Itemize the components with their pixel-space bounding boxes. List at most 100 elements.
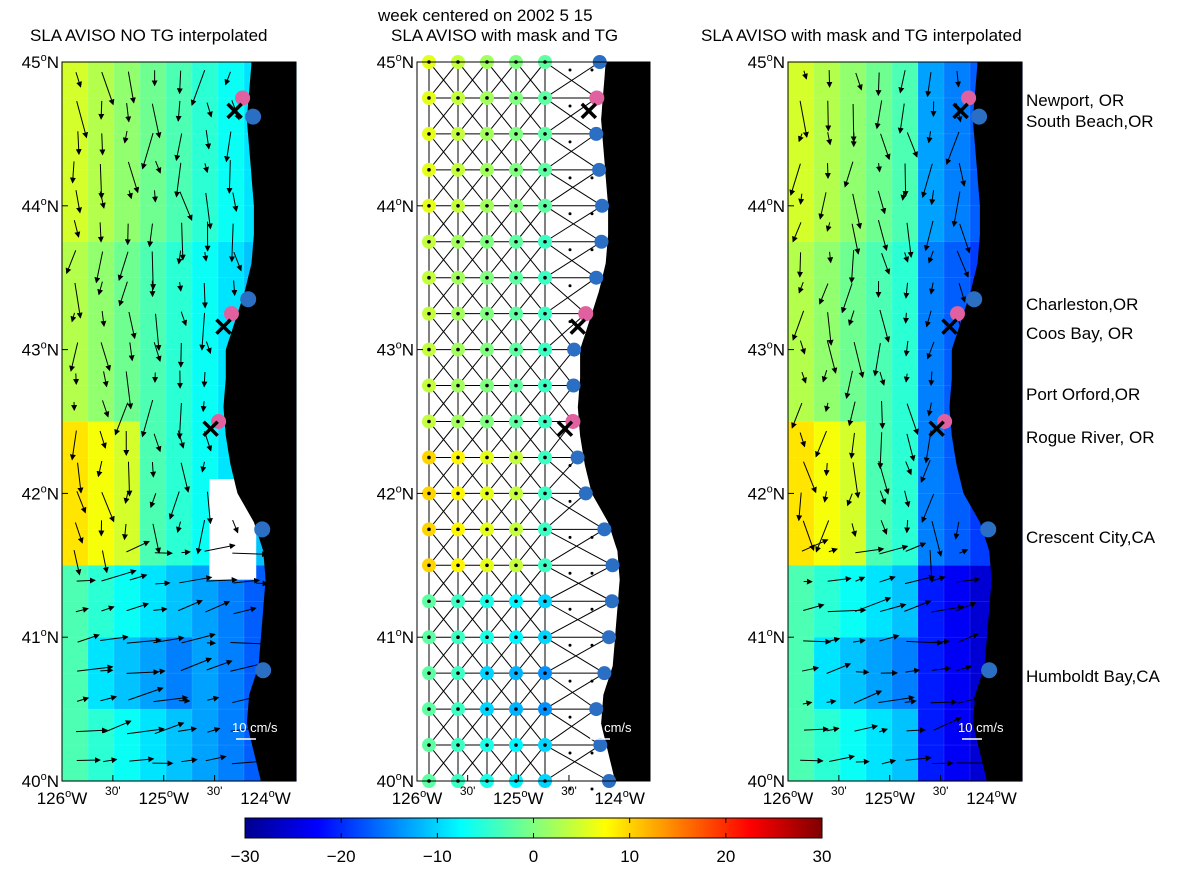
sla-cell [813, 169, 841, 207]
sla-cell [113, 241, 141, 279]
sla-cell [87, 565, 115, 603]
sla-cell [787, 349, 815, 387]
mesh-line [457, 385, 488, 422]
sla-cell [917, 169, 945, 207]
sla-cell [217, 672, 245, 710]
sla-cell [943, 169, 971, 207]
sla-cell [113, 205, 141, 243]
sla-cell [139, 529, 167, 567]
velocity-arrow [849, 432, 855, 459]
velocity-arrow [150, 251, 157, 291]
grid-node-center [543, 275, 547, 280]
mesh-line [428, 600, 459, 638]
velocity-arrow [905, 667, 921, 674]
velocity-arrow [224, 71, 231, 86]
velocity-arrow [874, 100, 883, 130]
grid-node-center [485, 383, 489, 388]
velocity-arrow [955, 70, 962, 88]
grid-node-center [427, 563, 431, 568]
velocity-arrow [879, 309, 891, 343]
colorbar-tick-label: 10 [620, 847, 639, 866]
velocity-arrow [100, 634, 129, 641]
velocity-arrow [959, 549, 969, 555]
velocity-arrow [203, 163, 209, 174]
coast-node [589, 702, 604, 717]
velocity-arrow [77, 664, 114, 672]
coast-node [578, 486, 593, 501]
sla-cell [165, 421, 193, 459]
mesh-line [544, 205, 603, 243]
mesh-line [544, 457, 578, 494]
velocity-arrow [928, 282, 935, 295]
sla-cell [917, 133, 945, 171]
colorbar-tick-label: −30 [231, 847, 260, 866]
grid-node-center [543, 204, 547, 208]
mesh-line [544, 636, 605, 674]
velocity-arrow [951, 191, 961, 228]
sla-cell [165, 133, 193, 171]
velocity-arrow [73, 549, 82, 576]
sla-cell [813, 61, 841, 99]
velocity-arrow [923, 220, 934, 252]
sla-cell [865, 349, 893, 387]
sla-cell [839, 493, 867, 531]
tide-gauge-marker [578, 306, 594, 322]
velocity-arrow [802, 700, 813, 707]
grid-node-center [456, 527, 460, 532]
sla-cell [917, 61, 945, 99]
panel-title-left: SLA AVISO NO TG interpolated [30, 26, 268, 45]
velocity-arrow [256, 580, 269, 587]
panel-title-middle: SLA AVISO with mask and TG [391, 26, 618, 45]
mesh-dot [590, 787, 594, 791]
mesh-dot [568, 140, 572, 144]
sla-cell [61, 708, 89, 746]
velocity-arrow [906, 727, 926, 734]
velocity-arrow [153, 606, 168, 613]
sla-cell [191, 708, 219, 746]
mesh-line [428, 493, 459, 530]
lon-minute-label: 30' [933, 784, 949, 798]
sla-cell [113, 97, 141, 135]
mesh-line [544, 492, 605, 530]
velocity-arrow [202, 252, 209, 262]
mesh-dot [568, 212, 572, 216]
velocity-arrow [798, 193, 805, 205]
coast-station-marker [981, 662, 998, 679]
scale-label: 10 cm/s [958, 720, 1004, 735]
coast-station-marker [254, 521, 271, 538]
mesh-line [515, 205, 546, 243]
velocity-arrow [878, 460, 890, 495]
sla-cell [891, 349, 919, 387]
velocity-arrow [799, 340, 806, 355]
colorbar-tick-label: 0 [529, 847, 538, 866]
velocity-arrow [931, 575, 946, 582]
tide-gauge-cross [215, 318, 232, 335]
velocity-arrow [821, 370, 828, 383]
mesh-line [486, 385, 517, 422]
sla-cell [917, 277, 945, 315]
coast-node [597, 666, 612, 681]
velocity-arrow [232, 692, 268, 704]
velocity-arrow [877, 432, 884, 470]
velocity-arrow [931, 520, 943, 557]
grid-node-center [514, 707, 518, 711]
sla-cell [943, 672, 971, 710]
mesh-line [428, 636, 459, 674]
sla-cell [61, 313, 89, 351]
sla-cell [891, 385, 919, 423]
velocity-arrow [875, 72, 882, 97]
velocity-arrow [122, 130, 129, 144]
grid-node-center [427, 96, 431, 100]
sla-cell [165, 636, 193, 675]
sla-cell [165, 565, 193, 603]
lon-label: 124oW [966, 788, 1017, 808]
mesh-line [457, 744, 488, 782]
station-label: Crescent City,CA [1026, 528, 1156, 547]
velocity-arrow [927, 250, 934, 264]
mesh-line [544, 672, 597, 710]
grid-node-center [456, 168, 460, 172]
grid-node-center [485, 635, 489, 639]
land-mass [223, 62, 296, 781]
velocity-arrow [151, 190, 158, 203]
